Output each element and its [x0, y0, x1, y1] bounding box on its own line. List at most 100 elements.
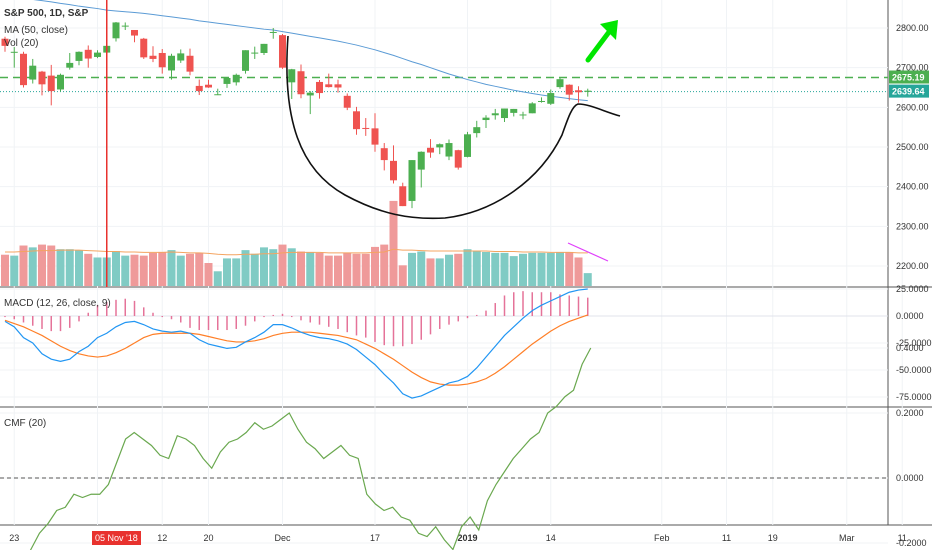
macd-histogram-bar	[272, 314, 274, 316]
volume-bar	[121, 255, 130, 286]
macd-histogram-bar	[494, 303, 496, 316]
candle	[214, 88, 222, 96]
candle	[20, 51, 27, 88]
time-tick-label: 17	[370, 533, 380, 543]
volume-bar	[75, 250, 83, 286]
volume-bar	[574, 257, 583, 286]
price-tag	[889, 84, 929, 98]
volume-bar	[334, 255, 342, 286]
candle-body	[399, 186, 407, 207]
candle	[547, 89, 555, 105]
macd-histogram-bar	[198, 316, 200, 331]
cmf-tick-label: 0.2000	[896, 408, 924, 418]
candle-body	[519, 114, 527, 116]
macd-histogram-bar	[383, 316, 385, 346]
volume-bar	[435, 258, 444, 286]
candle-body	[158, 52, 166, 68]
macd-tick-label: -75.0000	[896, 392, 932, 402]
candle-body	[380, 148, 388, 161]
macd-histogram-bar	[550, 292, 552, 316]
volume-bar	[417, 251, 426, 286]
macd-tick-label: -50.0000	[896, 365, 932, 375]
volume-bar	[10, 255, 19, 286]
macd-histogram-bar	[281, 313, 284, 316]
candle-body	[57, 74, 64, 90]
candle	[177, 49, 185, 63]
volume-bar	[398, 265, 407, 286]
macd-legend: MACD (12, 26, close, 9)	[4, 298, 111, 309]
candle	[436, 143, 444, 155]
candle-body	[38, 71, 46, 85]
volume-bar	[380, 244, 389, 286]
candle-body	[334, 84, 342, 88]
candle-body	[445, 143, 453, 157]
candle	[417, 151, 425, 188]
macd-histogram-bar	[106, 301, 108, 316]
macd-histogram-bar	[244, 316, 247, 326]
candle-body	[325, 84, 333, 88]
macd-histogram-bar	[69, 316, 71, 328]
candle	[362, 118, 370, 136]
candle	[269, 28, 277, 39]
candle-body	[491, 113, 499, 116]
candle-body	[343, 95, 351, 108]
cmf-line	[29, 347, 592, 550]
candle-body	[473, 127, 481, 134]
macd-histogram-bar	[587, 297, 589, 316]
candle	[538, 97, 545, 103]
candle	[473, 120, 481, 138]
macd-signal-line	[4, 314, 588, 386]
macd-histogram-bar	[170, 316, 173, 320]
volume-bar	[93, 257, 102, 286]
macd-histogram-bar	[180, 316, 182, 323]
candle	[316, 79, 323, 99]
candle	[454, 149, 462, 170]
candle	[38, 70, 46, 96]
cmf-legend: CMF (20)	[4, 418, 47, 429]
cup-pattern-annotation	[286, 35, 621, 220]
candle-body	[84, 49, 92, 59]
candle-body	[205, 84, 212, 88]
macd-histogram-bar	[226, 316, 228, 331]
candle-body	[1, 38, 9, 46]
volume-bar	[65, 249, 74, 286]
candle-body	[417, 151, 425, 170]
candle	[353, 106, 360, 135]
price-tick-label: 2400.00	[896, 182, 929, 192]
volume-bar	[454, 253, 463, 286]
macd-histogram-bar	[87, 312, 89, 316]
macd-histogram-bar	[50, 316, 52, 332]
candle	[57, 73, 64, 92]
time-tick-label: 11	[722, 533, 731, 543]
candle	[491, 108, 499, 120]
macd-histogram-bar	[485, 310, 487, 316]
candle	[205, 79, 212, 88]
macd-histogram-bar	[448, 316, 450, 325]
candle	[47, 64, 55, 106]
candle	[279, 33, 286, 69]
macd-histogram-bar	[503, 295, 506, 316]
candle-body	[177, 53, 185, 61]
macd-histogram-bar	[13, 316, 15, 320]
candle-body	[112, 22, 120, 39]
macd-histogram-bar	[540, 292, 543, 316]
candle-body	[390, 160, 397, 181]
candle-body	[214, 94, 222, 96]
volume-bar	[463, 249, 472, 286]
macd-histogram-bar	[429, 316, 432, 335]
volume-bar	[445, 254, 453, 286]
macd-histogram-bar	[152, 312, 154, 316]
candle-body	[10, 51, 18, 53]
macd-histogram-bar	[365, 316, 367, 338]
candle	[427, 139, 434, 158]
candle	[445, 139, 453, 161]
price-tag-label: 2675.19	[892, 73, 925, 83]
volume-bar	[343, 252, 352, 286]
cursor-date-label: 05 Nov '18	[92, 531, 141, 545]
macd-histogram-bar	[392, 316, 395, 347]
macd-histogram-bar	[124, 298, 126, 316]
macd-histogram-bar	[346, 316, 348, 333]
macd-histogram-bar	[235, 316, 237, 329]
volume-bar	[167, 250, 176, 286]
